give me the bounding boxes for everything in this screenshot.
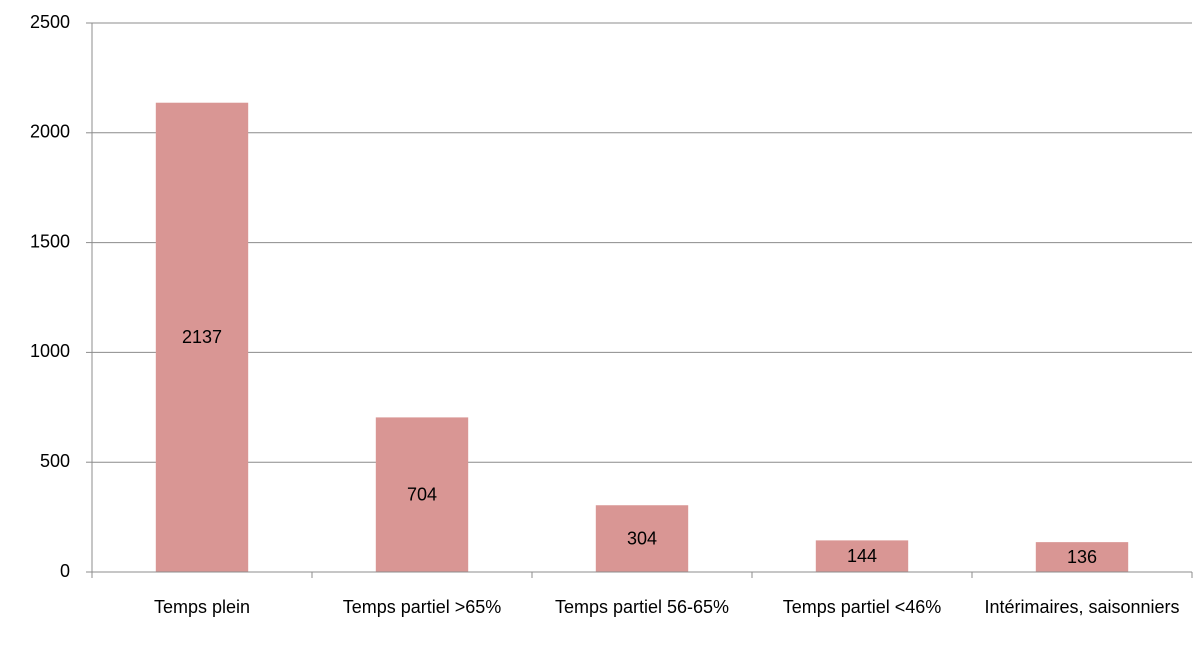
bar bbox=[155, 102, 249, 573]
data-label: 136 bbox=[1067, 547, 1097, 567]
bar bbox=[1035, 542, 1129, 572]
data-label: 704 bbox=[407, 484, 437, 504]
data-label: 2137 bbox=[182, 327, 222, 347]
y-tick-label: 500 bbox=[40, 451, 70, 471]
y-tick-label: 2000 bbox=[30, 122, 70, 142]
x-tick-label: Temps plein bbox=[153, 597, 251, 617]
y-tick-label: 1500 bbox=[30, 231, 70, 251]
y-tick-label: 0 bbox=[60, 561, 70, 581]
y-tick-label: 2500 bbox=[30, 12, 70, 32]
y-tick-label: 1000 bbox=[30, 341, 70, 361]
bar bbox=[815, 540, 909, 572]
data-label: 304 bbox=[627, 528, 657, 548]
bar bbox=[375, 417, 469, 572]
x-tick-label: Temps partiel 56-65% bbox=[554, 597, 730, 617]
bar bbox=[595, 505, 689, 572]
x-tick-label: Intérimaires, saisonniers bbox=[984, 597, 1180, 617]
x-tick-label: Temps partiel <46% bbox=[782, 597, 942, 617]
data-label: 144 bbox=[847, 546, 877, 566]
x-tick-label: Temps partiel >65% bbox=[342, 597, 502, 617]
